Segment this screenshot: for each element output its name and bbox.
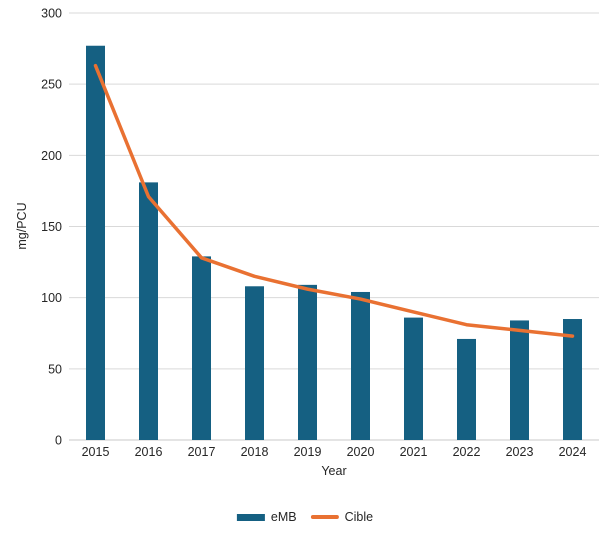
y-tick-label: 50 [48, 362, 62, 376]
bar-2018 [245, 286, 264, 440]
y-tick-label: 250 [41, 78, 62, 92]
y-tick-label: 100 [41, 291, 62, 305]
x-tick-label: 2024 [559, 445, 587, 459]
legend-entry-cible: Cible [310, 510, 374, 524]
x-tick-label: 2023 [506, 445, 534, 459]
bar-2016 [139, 182, 158, 441]
bar-2015 [86, 45, 105, 441]
x-tick-label: 2018 [241, 445, 269, 459]
x-tick-label: 2022 [453, 445, 481, 459]
emb-bar-swatch-icon [236, 513, 265, 521]
y-tick-label: 0 [55, 434, 62, 448]
x-axis-title: Year [321, 464, 347, 478]
x-tick-label: 2017 [188, 445, 216, 459]
x-tick-label: 2016 [135, 445, 163, 459]
target-line [93, 63, 575, 338]
bar-2023 [510, 320, 529, 440]
legend-label-cible: Cible [344, 510, 374, 524]
legend-entry-emb: eMB [236, 510, 297, 524]
x-tick-label: 2019 [294, 445, 322, 459]
bar-2017 [192, 256, 211, 440]
bar-2019 [298, 284, 317, 440]
bar-2022 [457, 338, 476, 440]
legend: eMB Cible [236, 510, 374, 524]
legend-label-emb: eMB [270, 510, 297, 524]
bar-2024 [563, 319, 582, 440]
y-tick-label: 200 [41, 149, 62, 163]
bar-2020 [351, 291, 370, 440]
bar-2021 [404, 317, 423, 440]
cible-line-swatch-icon [310, 515, 339, 519]
x-tick-label: 2015 [82, 445, 110, 459]
y-axis-title: mg/PCU [15, 202, 29, 250]
x-tick-label: 2020 [347, 445, 375, 459]
y-tick-label: 150 [41, 220, 62, 234]
x-tick-label: 2021 [400, 445, 428, 459]
y-tick-label: 300 [41, 7, 62, 21]
